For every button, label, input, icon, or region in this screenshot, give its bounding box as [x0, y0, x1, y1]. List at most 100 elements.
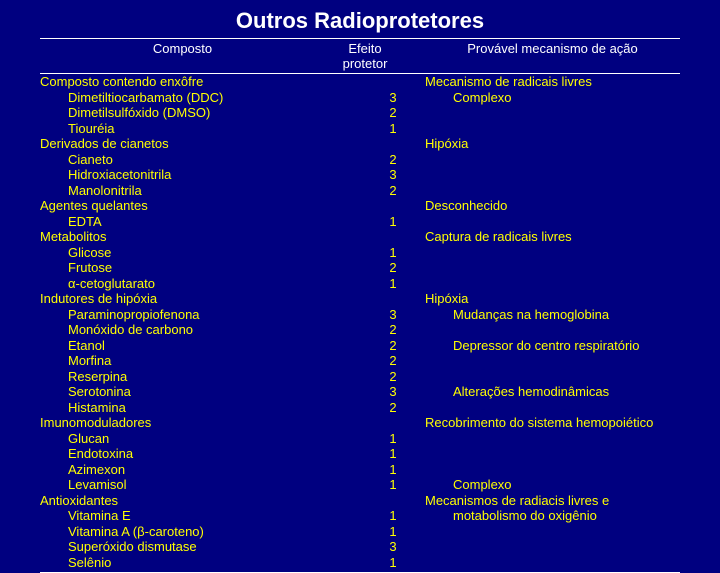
item-mechanism — [433, 105, 680, 121]
table-row: Azimexon1 — [40, 462, 680, 478]
item-effect: 1 — [353, 524, 433, 540]
table-header: Composto Efeito protetor Provável mecani… — [40, 38, 680, 74]
table-row: Glicose1 — [40, 245, 680, 261]
item-mechanism: Complexo — [433, 477, 680, 493]
item-effect: 1 — [353, 446, 433, 462]
category-mechanism: Desconhecido — [405, 198, 680, 214]
item-name: Cianeto — [40, 152, 353, 168]
item-mechanism — [433, 431, 680, 447]
category-row: Indutores de hipóxia Hipóxia — [40, 291, 680, 307]
item-name: Dimetilsulfóxido (DMSO) — [40, 105, 353, 121]
item-name: Histamina — [40, 400, 353, 416]
item-name: Serotonina — [40, 384, 353, 400]
category-row: ImunomoduladoresRecobrimento do sistema … — [40, 415, 680, 431]
item-name: Vitamina A (β-caroteno) — [40, 524, 353, 540]
table-row: Glucan1 — [40, 431, 680, 447]
table-row: Vitamina E1motabolismo do oxigênio — [40, 508, 680, 524]
category-label: Indutores de hipóxia — [40, 291, 325, 307]
item-effect: 1 — [353, 477, 433, 493]
item-mechanism — [433, 276, 680, 292]
item-effect: 3 — [353, 384, 433, 400]
category-effect — [325, 136, 405, 152]
category-effect — [325, 198, 405, 214]
category-effect — [325, 415, 405, 431]
item-effect: 2 — [353, 152, 433, 168]
item-name: Tiouréia — [40, 121, 353, 137]
table-row: Histamina2 — [40, 400, 680, 416]
item-effect: 2 — [353, 322, 433, 338]
table-row: Frutose2 — [40, 260, 680, 276]
item-name: Morfina — [40, 353, 353, 369]
item-mechanism — [433, 183, 680, 199]
table-row: Superóxido dismutase3 — [40, 539, 680, 555]
category-effect — [325, 291, 405, 307]
item-name: Manolonitrila — [40, 183, 353, 199]
item-mechanism — [433, 322, 680, 338]
item-mechanism — [433, 539, 680, 555]
category-mechanism: Mecanismos de radiacis livres e — [405, 493, 680, 509]
item-effect: 2 — [353, 338, 433, 354]
item-effect: 2 — [353, 105, 433, 121]
table-row: Paraminopropiofenona3Mudanças na hemoglo… — [40, 307, 680, 323]
table-row: Morfina2 — [40, 353, 680, 369]
item-name: Frutose — [40, 260, 353, 276]
item-effect: 2 — [353, 183, 433, 199]
item-mechanism — [433, 152, 680, 168]
category-mechanism: Captura de radicais livres — [405, 229, 680, 245]
category-effect — [325, 74, 405, 90]
item-mechanism — [433, 524, 680, 540]
item-effect: 1 — [353, 121, 433, 137]
table-row: Dimetiltiocarbamato (DDC)3Complexo — [40, 90, 680, 106]
item-name: Selênio — [40, 555, 353, 571]
item-mechanism: Mudanças na hemoglobina — [433, 307, 680, 323]
item-name: Superóxido dismutase — [40, 539, 353, 555]
table-row: Vitamina A (β-caroteno)1 — [40, 524, 680, 540]
item-name: Monóxido de carbono — [40, 322, 353, 338]
header-mecanismo: Provável mecanismo de ação — [405, 41, 680, 71]
table-body: Composto contendo enxôfreMecanismo de ra… — [40, 74, 680, 573]
category-label: Agentes quelantes — [40, 198, 325, 214]
page-title: Outros Radioprotetores — [40, 8, 680, 34]
category-effect — [325, 229, 405, 245]
item-name: Reserpina — [40, 369, 353, 385]
category-mechanism: Hipóxia — [405, 136, 680, 152]
category-label: Metabolitos — [40, 229, 325, 245]
header-efeito: Efeito protetor — [325, 41, 405, 71]
item-effect: 3 — [353, 90, 433, 106]
item-mechanism — [433, 245, 680, 261]
item-name: Glucan — [40, 431, 353, 447]
table-row: Tiouréia1 — [40, 121, 680, 137]
item-effect: 3 — [353, 539, 433, 555]
item-effect: 1 — [353, 214, 433, 230]
item-effect: 1 — [353, 431, 433, 447]
item-effect: 2 — [353, 260, 433, 276]
item-effect: 1 — [353, 508, 433, 524]
category-label: Antioxidantes — [40, 493, 325, 509]
category-mechanism: Hipóxia — [405, 291, 680, 307]
item-mechanism — [433, 446, 680, 462]
item-effect: 1 — [353, 555, 433, 571]
item-effect: 1 — [353, 245, 433, 261]
item-effect: 1 — [353, 276, 433, 292]
item-mechanism — [433, 260, 680, 276]
item-name: Azimexon — [40, 462, 353, 478]
item-effect: 2 — [353, 353, 433, 369]
table-row: Cianeto2 — [40, 152, 680, 168]
item-mechanism: Depressor do centro respiratório — [433, 338, 680, 354]
item-mechanism — [433, 353, 680, 369]
item-name: EDTA — [40, 214, 353, 230]
table-row: Reserpina2 — [40, 369, 680, 385]
item-mechanism — [433, 369, 680, 385]
table-row: EDTA1 — [40, 214, 680, 230]
table-row: Serotonina3Alterações hemodinâmicas — [40, 384, 680, 400]
category-label: Derivados de cianetos — [40, 136, 325, 152]
item-name: Vitamina E — [40, 508, 353, 524]
item-mechanism: Complexo — [433, 90, 680, 106]
category-label: Composto contendo enxôfre — [40, 74, 325, 90]
item-name: Glicose — [40, 245, 353, 261]
category-effect — [325, 493, 405, 509]
category-row: Derivados de cianetos Hipóxia — [40, 136, 680, 152]
item-mechanism — [433, 121, 680, 137]
item-mechanism: motabolismo do oxigênio — [433, 508, 680, 524]
table-row: Dimetilsulfóxido (DMSO)2 — [40, 105, 680, 121]
